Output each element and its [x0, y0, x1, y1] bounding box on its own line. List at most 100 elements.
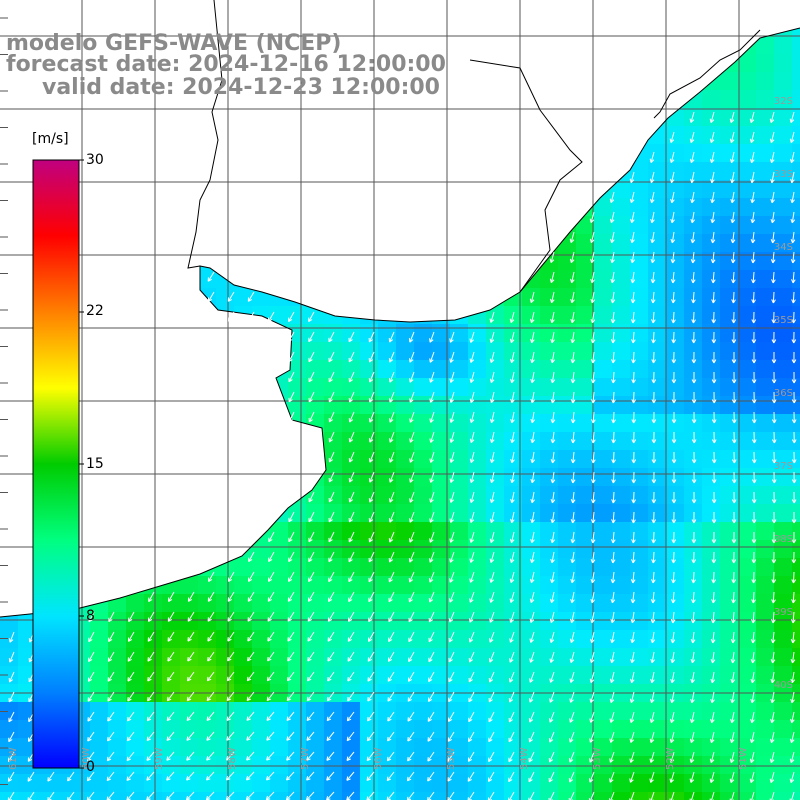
wind-speed-cell	[270, 792, 289, 800]
wind-speed-cell	[450, 342, 469, 361]
wind-speed-cell	[774, 774, 793, 793]
wind-speed-cell	[666, 540, 685, 559]
wind-arrow	[286, 731, 295, 741]
wind-speed-cell	[144, 756, 163, 775]
wind-speed-cell	[18, 756, 37, 775]
wind-arrow	[407, 731, 415, 742]
wind-speed-cell	[306, 630, 325, 649]
wind-arrow	[751, 591, 756, 604]
wind-speed-cell	[162, 702, 181, 721]
wind-arrow	[187, 671, 195, 682]
wind-arrow	[751, 351, 757, 364]
wind-speed-cell	[774, 90, 793, 109]
wind-speed-cell	[468, 378, 487, 397]
wind-speed-cell	[756, 594, 775, 613]
wind-speed-cell	[378, 396, 397, 415]
wind-arrow	[731, 491, 737, 504]
wind-speed-cell	[756, 540, 775, 559]
wind-speed-cell	[180, 666, 199, 685]
wind-speed-cell	[666, 486, 685, 505]
wind-arrow	[328, 451, 335, 463]
wind-arrow	[550, 551, 555, 564]
wind-speed-cell	[666, 252, 685, 271]
wind-speed-cell	[774, 54, 793, 73]
wind-arrow	[308, 391, 315, 403]
wind-arrow	[750, 151, 755, 164]
wind-speed-cell	[432, 324, 451, 343]
wind-speed-cell	[774, 252, 793, 271]
wind-arrow	[609, 771, 615, 783]
wind-speed-cell	[504, 360, 523, 379]
wind-arrow	[286, 751, 295, 761]
wind-speed-cell	[180, 594, 199, 613]
wind-arrow	[449, 431, 455, 443]
wind-arrow	[730, 671, 736, 684]
wind-speed-cell	[756, 468, 775, 487]
wind-arrow	[388, 491, 395, 503]
wind-arrow	[488, 771, 495, 782]
wind-speed-cell	[594, 576, 613, 595]
wind-speed-cell	[396, 792, 415, 800]
wind-speed-cell	[360, 702, 379, 721]
wind-speed-cell	[486, 486, 505, 505]
wind-speed-cell	[666, 576, 685, 595]
wind-arrow	[710, 251, 716, 264]
wind-speed-cell	[234, 756, 253, 775]
wind-speed-cell	[612, 756, 631, 775]
wind-speed-cell	[342, 792, 361, 800]
wind-speed-cell	[180, 774, 199, 793]
wind-arrow	[790, 211, 796, 224]
longitude-label: 56W	[373, 747, 384, 770]
wind-speed-cell	[792, 270, 800, 289]
wind-speed-cell	[522, 738, 541, 757]
wind-speed-cell	[666, 126, 685, 145]
wind-arrow	[368, 531, 375, 543]
wind-arrow	[448, 671, 455, 683]
wind-arrow	[590, 631, 595, 644]
wind-speed-cell	[612, 486, 631, 505]
wind-arrow	[729, 751, 735, 764]
wind-arrow	[489, 391, 495, 404]
wind-speed-cell	[450, 396, 469, 415]
wind-speed-cell	[540, 450, 559, 469]
wind-speed-cell	[756, 522, 775, 541]
wind-speed-cell	[648, 738, 667, 757]
wind-speed-cell	[504, 648, 523, 667]
wind-speed-cell	[630, 414, 649, 433]
wind-arrow	[468, 731, 475, 743]
wind-arrow	[631, 511, 636, 524]
wind-speed-cell	[108, 630, 127, 649]
wind-arrow	[769, 111, 775, 123]
wind-speed-cell	[288, 594, 307, 613]
wind-speed-cell	[486, 594, 505, 613]
wind-speed-cell	[504, 450, 523, 469]
wind-arrow	[148, 591, 155, 603]
wind-speed-cell	[108, 612, 127, 631]
wind-arrow	[288, 351, 295, 363]
wind-arrow	[611, 391, 616, 404]
wind-speed-cell	[666, 720, 685, 739]
wind-arrow	[710, 231, 716, 244]
wind-speed-cell	[450, 702, 469, 721]
wind-speed-cell	[774, 756, 793, 775]
wind-arrow	[631, 391, 637, 404]
wind-speed-cell	[396, 540, 415, 559]
wind-arrow	[88, 611, 95, 623]
wind-arrow	[650, 291, 656, 304]
wind-speed-cell	[630, 666, 649, 685]
wind-speed-cell	[288, 342, 307, 361]
wind-speed-cell	[630, 486, 649, 505]
wind-arrow	[790, 231, 796, 244]
wind-arrow	[207, 291, 215, 302]
wind-arrow	[609, 691, 615, 703]
wind-speed-cell	[594, 594, 613, 613]
wind-speed-cell	[558, 702, 577, 721]
wind-speed-cell	[126, 594, 145, 613]
wind-arrow	[671, 391, 677, 404]
wind-speed-cell	[774, 576, 793, 595]
wind-speed-cell	[486, 558, 505, 577]
wind-speed-cell	[594, 198, 613, 217]
wind-arrow	[569, 671, 575, 683]
wind-speed-cell	[738, 162, 757, 181]
wind-arrow	[368, 371, 375, 383]
